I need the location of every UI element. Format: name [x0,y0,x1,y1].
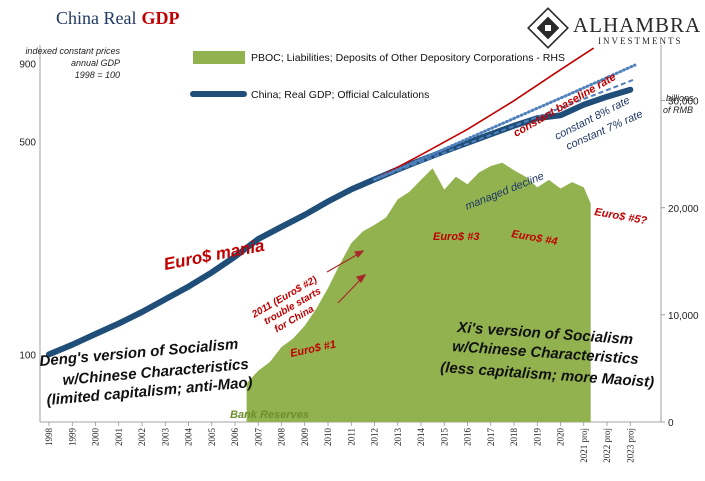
x-tick-label: 2001 [114,428,124,446]
ticks-layer: 100 500 900 0 10,000 20,000 30,000 1998 1999 2000… [19,60,699,463]
logo-diamond-icon [527,7,569,49]
annotation-euro5: Euro$ #5? [593,206,648,227]
logo-name: ALHAMBRA [573,13,701,37]
right-tick-label: 20,000 [668,204,699,215]
x-tick-label: 2018 [509,428,519,447]
x-tick-label: 1998 [44,428,54,447]
chart-title: China Real GDP [56,8,179,28]
x-tick-label: 2008 [277,428,287,447]
x-tick-label: 2020 [556,428,566,447]
annotation-euro3: Euro$ #3 [433,231,479,243]
note-line: 1998 = 100 [75,70,120,80]
series-7pct-line [374,78,636,181]
left-tick-label: 500 [19,137,36,148]
legend-label-line: China; Real GDP; Official Calculations [251,89,429,101]
x-tick-label: 2017 [486,428,496,447]
index-note: indexed constant prices annual GDP 1998 … [25,46,120,80]
lines-layer [46,47,637,358]
right-tick-label: 0 [668,418,674,429]
right-tick-label: 10,000 [668,311,699,322]
note-line: indexed constant prices [25,46,120,56]
annotation-arrows [326,250,367,304]
x-tick-label: 2012 [370,428,380,446]
right-tick-label: 30,000 [668,97,699,108]
legend-swatch-area [193,51,245,64]
note-line: annual GDP [71,58,120,68]
legend: PBOC; Liabilities; Deposits of Other Dep… [190,51,565,101]
series-baseline-line [373,47,594,181]
x-tick-label: 2023 proj [625,428,635,463]
x-tick-label: 2016 [463,428,473,447]
logo-sub: INVESTMENTS [598,36,683,46]
x-tick-label: 2007 [253,428,263,447]
x-tick-label: 2010 [323,428,333,447]
reserves-area-layer [246,162,591,423]
x-tick-label: 2003 [160,428,170,447]
series-8pct-line [373,63,637,181]
legend-label-area: PBOC; Liabilities; Deposits of Other Dep… [251,52,565,64]
x-tick-label: 2002 [137,428,147,446]
x-tick-label: 2022 proj [602,428,612,463]
right-note-line: billions [666,93,694,103]
x-tick-label: 2004 [184,428,194,447]
alhambra-logo: ALHAMBRA INVESTMENTS [527,7,701,49]
x-tick-label: 2009 [300,428,310,447]
x-tick-label: 2013 [393,428,403,447]
x-tick-label: 2014 [416,428,426,447]
right-axis-note: billions of RMB [663,93,694,115]
x-tick-label: 2021 proj [579,428,589,463]
x-tick-label: 2000 [91,428,101,447]
x-tick-label: 2005 [207,428,217,447]
series-reserves-area [246,162,591,423]
x-tick-label: 1999 [67,428,77,447]
left-tick-label: 100 [19,350,36,361]
right-note-line: of RMB [663,105,693,115]
x-tick-label: 2015 [439,428,449,447]
annotation-bank-reserves: Bank Reserves [230,409,309,421]
x-tick-label: 2011 [346,428,356,446]
chart-title-gdp: GDP [141,8,179,28]
x-tick-label: 2019 [532,428,542,447]
left-tick-label: 900 [19,60,36,71]
x-tick-label: 2006 [230,428,240,447]
